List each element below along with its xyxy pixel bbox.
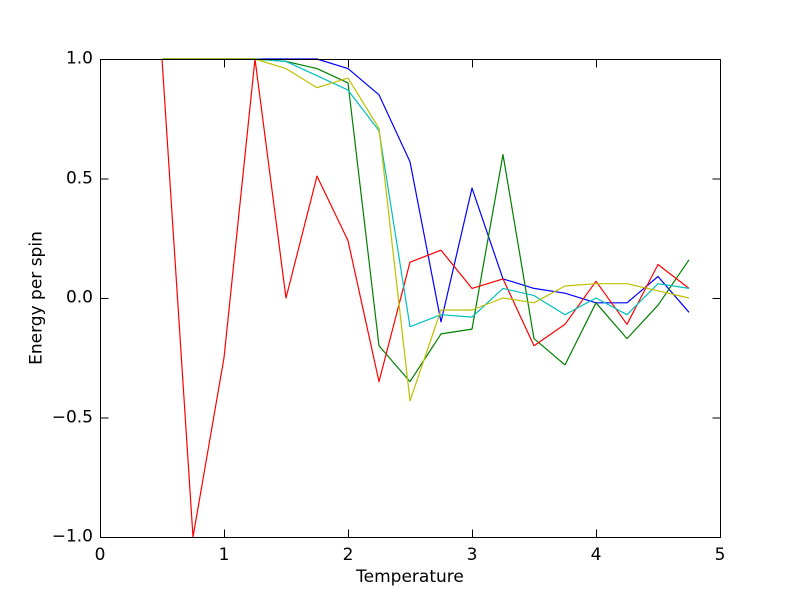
x-tick-label: 1 bbox=[218, 545, 230, 565]
series-yellow bbox=[162, 58, 690, 402]
y-tick-label: 0.5 bbox=[65, 168, 93, 188]
x-axis-label: Temperature bbox=[356, 567, 464, 587]
x-tick-label: 2 bbox=[342, 545, 354, 565]
y-tick-label: −0.5 bbox=[51, 407, 93, 427]
y-tick-label: 0.0 bbox=[65, 287, 93, 308]
series-green bbox=[162, 58, 690, 383]
x-tick-label: 5 bbox=[714, 545, 726, 565]
y-tick-label: 1.0 bbox=[65, 48, 93, 69]
x-tick-label: 0 bbox=[94, 545, 106, 565]
series-red bbox=[161, 58, 690, 538]
axes-frame bbox=[100, 59, 721, 538]
y-tick-label: −1.0 bbox=[51, 526, 93, 547]
x-tick-label: 3 bbox=[466, 545, 478, 565]
y-axis-label: Energy per spin bbox=[26, 231, 47, 365]
x-tick-label: 4 bbox=[590, 545, 602, 565]
